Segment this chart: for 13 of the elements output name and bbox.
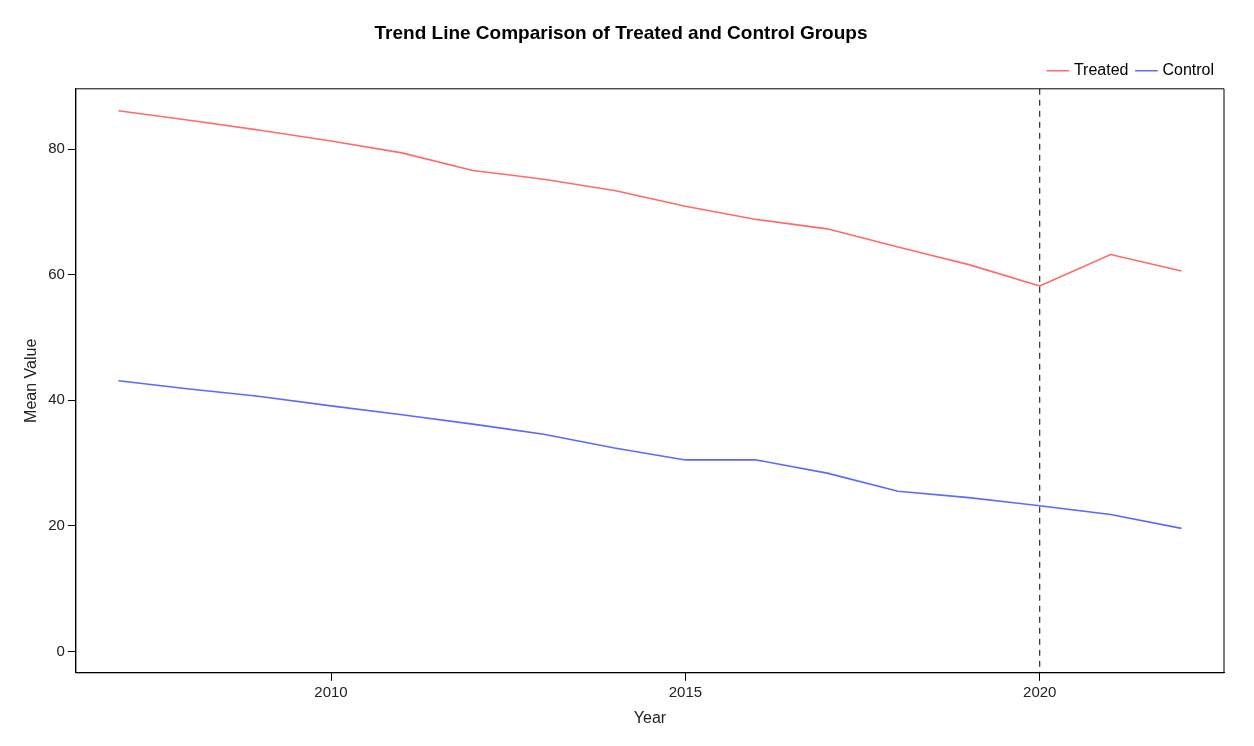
y-tick-label: 60 <box>48 264 65 282</box>
chart-title: Trend Line Comparison of Treated and Control Groups <box>374 21 868 43</box>
x-tick-label: 2010 <box>314 682 348 700</box>
y-tick-label: 40 <box>48 390 65 408</box>
x-tick-label: 2015 <box>668 682 703 700</box>
legend-label: Treated <box>1073 61 1129 79</box>
x-axis-title: Year <box>633 708 667 726</box>
legend-label: Control <box>1162 61 1214 79</box>
y-axis-title: Mean Value <box>22 338 40 423</box>
y-tick-label: 20 <box>48 516 65 533</box>
x-tick-label: 2020 <box>1023 682 1057 700</box>
y-tick-label: 0 <box>56 641 65 659</box>
y-tick-label: 80 <box>48 139 65 157</box>
